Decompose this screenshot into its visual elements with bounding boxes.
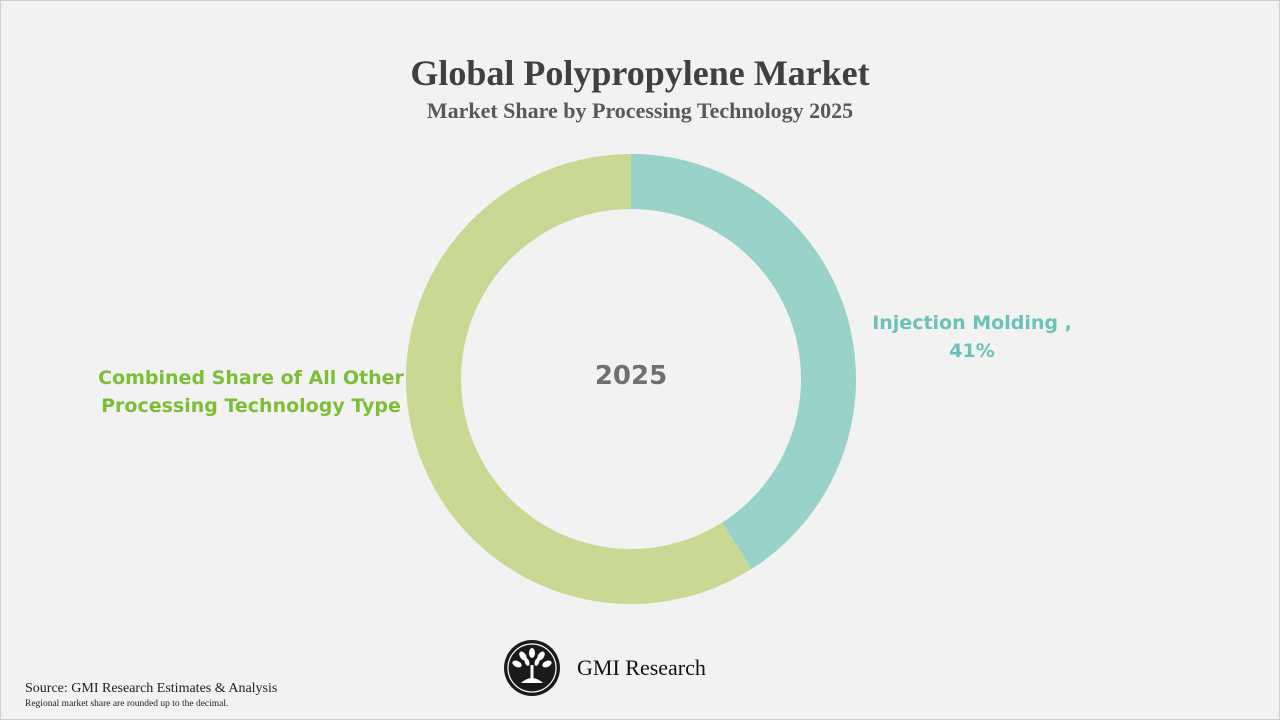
slice-label-injection-molding-name: Injection Molding ,	[872, 312, 1072, 334]
slice-label-injection-molding-value: 41%	[949, 340, 995, 362]
slice-label-other-line1: Combined Share of All Other	[98, 367, 404, 389]
slice-label-other-technologies: Combined Share of All Other Processing T…	[96, 364, 406, 420]
rounding-footnote: Regional market share are rounded up to …	[25, 699, 229, 709]
gmi-logo: GMI Research	[503, 639, 706, 697]
chart-subtitle: Market Share by Processing Technology 20…	[426, 98, 854, 123]
brand-name: GMI Research	[577, 655, 706, 680]
peacock-fan-icon	[504, 640, 560, 696]
source-note: Source: GMI Research Estimates & Analysi…	[25, 681, 278, 696]
chart-title: Global Polypropylene Market	[410, 53, 870, 93]
center-year-label: 2025	[595, 361, 667, 391]
slice-label-other-line2: Processing Technology Type	[101, 395, 401, 417]
donut-slice-injection-molding	[631, 154, 856, 569]
donut-slice-other-technologies	[405, 154, 752, 604]
slice-label-injection-molding: Injection Molding , 41%	[862, 309, 1082, 365]
